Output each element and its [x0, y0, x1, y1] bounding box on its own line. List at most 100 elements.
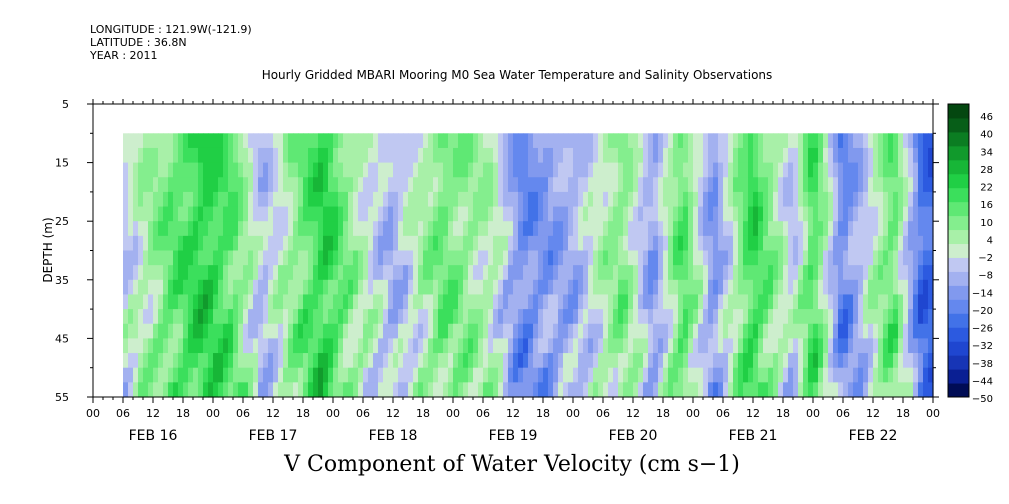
heatmap-cell [923, 294, 929, 310]
heatmap-cell [153, 191, 159, 208]
heatmap-cell [723, 309, 729, 325]
heatmap-cell [258, 133, 264, 149]
heatmap-cell [488, 133, 494, 149]
heatmap-cell [553, 353, 559, 369]
heatmap-cell [478, 147, 484, 164]
heatmap-cell [233, 294, 239, 310]
heatmap-cell [658, 147, 664, 164]
heatmap-cell [843, 265, 849, 281]
heatmap-cell [198, 191, 204, 208]
heatmap-cell [273, 309, 279, 325]
heatmap-cell [638, 177, 644, 193]
heatmap-cell [338, 162, 344, 178]
heatmap-cell [493, 206, 499, 222]
heatmap-cell [533, 162, 539, 178]
heatmap-cell [893, 250, 899, 266]
heatmap-cell [808, 382, 814, 398]
heatmap-cell [458, 147, 464, 164]
heatmap-cell [263, 309, 269, 325]
heatmap-cell [803, 367, 809, 383]
x-hour-label: 18 [536, 407, 550, 420]
x-hour-label: 12 [626, 407, 640, 420]
heatmap-cell [633, 294, 639, 310]
heatmap-cell [538, 250, 544, 266]
heatmap-cell [773, 309, 779, 325]
heatmap-cell [518, 191, 524, 208]
heatmap-cell [908, 133, 914, 149]
heatmap-cell [603, 294, 609, 310]
heatmap-cell [178, 323, 184, 339]
heatmap-cell [678, 265, 684, 281]
heatmap-cell [273, 294, 279, 310]
heatmap-cell [268, 265, 274, 281]
heatmap-cell [733, 191, 739, 208]
heatmap-cell [233, 221, 239, 237]
heatmap-cell [663, 147, 669, 164]
heatmap-cell [553, 235, 559, 252]
heatmap-cell [838, 235, 844, 252]
heatmap-cell [553, 191, 559, 208]
heatmap-cell [303, 353, 309, 369]
heatmap-cell [183, 206, 189, 222]
heatmap-cell [453, 294, 459, 310]
heatmap-cell [648, 162, 654, 178]
heatmap-cell [498, 323, 504, 339]
heatmap-cell [898, 367, 904, 383]
heatmap-cell [343, 250, 349, 266]
heatmap-cell [843, 162, 849, 178]
heatmap-cell [303, 382, 309, 398]
heatmap-cell [208, 147, 214, 164]
heatmap-cell [518, 206, 524, 222]
heatmap-cell [913, 206, 919, 222]
heatmap-cell [413, 367, 419, 383]
heatmap-cell [543, 353, 549, 369]
heatmap-cell [463, 177, 469, 193]
heatmap-cell [703, 147, 709, 164]
heatmap-cell [568, 191, 574, 208]
heatmap-cell [798, 177, 804, 193]
heatmap-cell [273, 133, 279, 149]
heatmap-cell [793, 367, 799, 383]
heatmap-cell [233, 323, 239, 339]
heatmap-cell [783, 250, 789, 266]
heatmap-cell [583, 338, 589, 354]
heatmap-cell [468, 162, 474, 178]
heatmap-cell [548, 235, 554, 252]
heatmap-cell [443, 382, 449, 398]
heatmap-cell [753, 353, 759, 369]
heatmap-cell [333, 206, 339, 222]
heatmap-cell [458, 353, 464, 369]
x-hour-label: 00 [686, 407, 700, 420]
heatmap-cell [228, 191, 234, 208]
heatmap-cell [568, 265, 574, 281]
heatmap-cell [733, 162, 739, 178]
heatmap-cell [563, 294, 569, 310]
heatmap-cell [403, 353, 409, 369]
heatmap-cell [298, 323, 304, 339]
heatmap-cell [663, 235, 669, 252]
heatmap-cell [603, 382, 609, 398]
heatmap-cell [253, 265, 259, 281]
heatmap-cell [158, 382, 164, 398]
heatmap-cell [598, 353, 604, 369]
heatmap-cell [338, 235, 344, 252]
heatmap-cell [413, 177, 419, 193]
heatmap-cell [648, 265, 654, 281]
heatmap-cell [688, 367, 694, 383]
heatmap-cell [838, 279, 844, 296]
heatmap-cell [308, 162, 314, 178]
heatmap-cell [508, 177, 514, 193]
heatmap-cell [558, 177, 564, 193]
heatmap-cell [243, 221, 249, 237]
heatmap-cell [838, 206, 844, 222]
heatmap-cell [228, 206, 234, 222]
heatmap-cell [513, 265, 519, 281]
heatmap-cell [513, 250, 519, 266]
heatmap-cell [468, 191, 474, 208]
y-tick-label: 45 [55, 332, 69, 345]
heatmap-cell [398, 323, 404, 339]
heatmap-cell [198, 309, 204, 325]
heatmap-cell [333, 323, 339, 339]
heatmap-cell [428, 279, 434, 296]
heatmap-cell [903, 133, 909, 149]
